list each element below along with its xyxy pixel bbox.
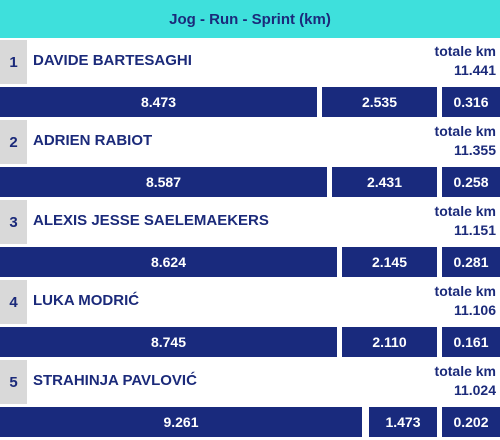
distance-bar: 8.473 2.535 0.316 [0,87,500,117]
total-label: totale km [434,283,496,299]
total-value: 11.151 [453,222,496,238]
total-value: 11.441 [453,62,496,78]
player-rank: 5 [0,360,27,404]
jog-segment: 8.624 [0,247,337,277]
player-name: DAVIDE BARTESAGHI [33,52,192,69]
total-value: 11.106 [453,302,496,318]
player-rank: 3 [0,200,27,244]
player-rank: 1 [0,40,27,84]
run-segment: 2.431 [332,167,437,197]
run-segment: 1.473 [369,407,437,437]
total-label: totale km [434,203,496,219]
total-label: totale km [434,43,496,59]
sprint-segment: 0.281 [442,247,500,277]
header-title: Jog - Run - Sprint (km) [169,10,331,28]
distance-bar: 8.624 2.145 0.281 [0,247,500,277]
player-name: LUKA MODRIĆ [33,292,140,309]
player-name: ALEXIS JESSE SAELEMAEKERS [33,212,269,229]
jog-segment: 8.745 [0,327,337,357]
distance-bar: 9.261 1.473 0.202 [0,407,500,437]
run-segment: 2.535 [322,87,437,117]
player-name: ADRIEN RABIOT [33,132,153,149]
sprint-segment: 0.258 [442,167,500,197]
total-label: totale km [434,363,496,379]
player-row: 4 LUKA MODRIĆ totale km 11.106 8.745 2.1… [0,280,500,360]
total-value: 11.355 [453,142,496,158]
total-value: 11.024 [453,382,496,398]
distance-bar: 8.587 2.431 0.258 [0,167,500,197]
run-segment: 2.110 [342,327,437,357]
sprint-segment: 0.161 [442,327,500,357]
player-row: 1 DAVIDE BARTESAGHI totale km 11.441 8.4… [0,40,500,120]
table-header: Jog - Run - Sprint (km) [0,0,500,38]
distance-bar: 8.745 2.110 0.161 [0,327,500,357]
player-row: 3 ALEXIS JESSE SAELEMAEKERS totale km 11… [0,200,500,280]
total-label: totale km [434,123,496,139]
run-segment: 2.145 [342,247,437,277]
jog-segment: 9.261 [0,407,362,437]
jog-segment: 8.587 [0,167,327,197]
player-rank: 2 [0,120,27,164]
sprint-segment: 0.202 [442,407,500,437]
sprint-segment: 0.316 [442,87,500,117]
player-row: 2 ADRIEN RABIOT totale km 11.355 8.587 2… [0,120,500,200]
jog-segment: 8.473 [0,87,317,117]
player-name: STRAHINJA PAVLOVIĆ [33,372,197,389]
player-row: 5 STRAHINJA PAVLOVIĆ totale km 11.024 9.… [0,360,500,440]
player-rank: 4 [0,280,27,324]
